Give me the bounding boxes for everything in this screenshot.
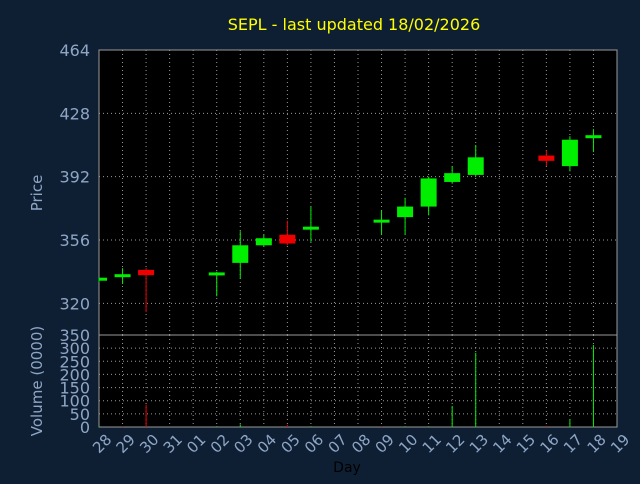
candle-body: [302, 226, 319, 230]
day-tick-label: 08: [348, 431, 374, 457]
volume-tick-label: 50: [70, 405, 90, 424]
day-tick-label: 01: [183, 431, 209, 457]
day-tick-label: 02: [207, 431, 233, 457]
day-tick-label: 07: [325, 431, 351, 457]
day-tick-label: 30: [136, 431, 162, 457]
candle-body: [561, 139, 578, 167]
price-tick-labels: 464 428 392 356 320: [59, 41, 90, 313]
candle-body: [114, 274, 131, 278]
chart-title: SEPL - last updated 18/02/2026: [228, 15, 481, 34]
candle-body: [420, 178, 437, 207]
day-tick-label: 12: [442, 431, 468, 457]
candle-body: [538, 155, 555, 161]
candle-body: [279, 234, 296, 244]
volume-tick-label: 0: [80, 418, 90, 437]
day-tick-label: 18: [584, 431, 610, 457]
x-axis-label: Day: [333, 460, 361, 476]
volume-tick-label: 350: [59, 326, 90, 345]
day-tick-label: 28: [89, 431, 115, 457]
candle-body: [232, 245, 249, 263]
volume-tick-label: 150: [59, 379, 90, 398]
day-tick-label: 10: [395, 431, 421, 457]
day-tick-label: 09: [372, 431, 398, 457]
candle-body: [467, 157, 484, 175]
day-tick-label: 19: [607, 431, 633, 457]
price-tick-label: 320: [59, 294, 90, 313]
day-tick-label: 11: [419, 431, 445, 457]
volume-tick-label: 100: [59, 392, 90, 411]
price-axis-label: Price: [28, 175, 46, 212]
day-tick-label: 31: [160, 431, 186, 457]
volume-tick-label: 200: [59, 365, 90, 384]
price-tick-label: 392: [59, 168, 90, 187]
day-tick-label: 17: [560, 431, 586, 457]
volume-axis-label: Volume (0000): [28, 326, 46, 436]
candle-body: [444, 173, 461, 182]
day-tick-label: 13: [466, 431, 492, 457]
day-tick-labels: 2829303101020304050607080910111213141516…: [89, 431, 633, 457]
price-tick-label: 428: [59, 104, 90, 123]
volume-tick-label: 250: [59, 352, 90, 371]
day-tick-label: 06: [301, 431, 327, 457]
volume-bars: [98, 344, 594, 427]
price-tick-label: 356: [59, 231, 90, 250]
day-tick-label: 29: [113, 431, 139, 457]
volume-plot-area: [98, 334, 618, 428]
candle-body: [138, 269, 155, 276]
candle-body: [373, 219, 390, 223]
price-tick-label: 464: [59, 41, 90, 60]
candle-body: [397, 206, 414, 218]
candle-body: [99, 277, 107, 281]
price-candles: [98, 129, 602, 313]
day-tick-label: 05: [277, 431, 303, 457]
day-tick-label: 03: [230, 431, 256, 457]
day-tick-label: 14: [489, 431, 515, 457]
candle-body: [208, 272, 225, 276]
day-tick-label: 15: [513, 431, 539, 457]
day-tick-label: 16: [536, 431, 562, 457]
candle-body: [255, 238, 272, 246]
price-plot-area: [98, 49, 618, 336]
day-tick-label: 04: [254, 431, 280, 457]
candle-body: [585, 135, 602, 139]
volume-tick-label: 300: [59, 339, 90, 358]
